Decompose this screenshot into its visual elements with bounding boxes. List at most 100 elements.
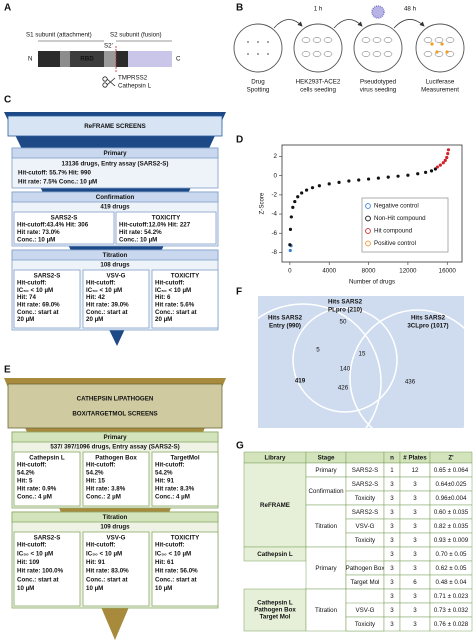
table-text: Toxicity: [355, 537, 376, 544]
stage-heading: Confirmation: [96, 194, 135, 201]
result-box: [82, 531, 150, 607]
result-line: Hit-cutoff:: [86, 280, 116, 287]
stage-subtitle: 109 drugs: [100, 524, 130, 531]
cell: [445, 51, 455, 57]
region-count: 436: [405, 379, 416, 386]
primary-line: 13136 drugs, Entry assay (SARS2-S): [62, 161, 169, 168]
result-line: Conc.: start at: [155, 576, 197, 583]
result-box: [82, 451, 150, 507]
time-label: 1 h: [314, 6, 323, 13]
result-line: Conc.: start at: [86, 309, 128, 316]
result-line: Hit-cutoff:: [17, 280, 47, 287]
result-line: Hit rate: 56.0%: [155, 568, 198, 575]
result-line: 20 µM: [155, 316, 172, 323]
spike-domain: [128, 51, 172, 67]
table-text: Target Mol: [260, 614, 291, 621]
c-terminus: C: [176, 56, 181, 63]
signal: [440, 42, 444, 46]
table-cell: [243, 462, 307, 548]
step-label: Spotting: [247, 87, 270, 94]
table-text: 12: [412, 467, 419, 474]
table-text: 3: [390, 579, 394, 586]
point: [446, 148, 451, 152]
region-count: 140: [340, 366, 351, 373]
point: [347, 179, 351, 183]
table-text: 0.76 ± 0.028: [434, 621, 469, 628]
point: [293, 199, 297, 204]
cell: [312, 51, 322, 57]
spike-domain: [38, 51, 60, 67]
panel-label: D: [236, 135, 243, 146]
stage-header: [11, 511, 219, 523]
scissors: [106, 77, 116, 87]
point: [317, 184, 321, 188]
result-box: [151, 269, 219, 329]
point: [366, 177, 371, 181]
table-text: Titration: [315, 523, 338, 530]
table-text: 0.64±0.025: [436, 481, 467, 488]
plot-frame: [281, 144, 463, 263]
arrow: [393, 19, 425, 29]
table-text: ReFRAME: [260, 502, 290, 509]
result-line: Hit rate: 69.0%: [17, 302, 60, 309]
screen-title: CATHEPSIN L/PATHOGEN: [77, 396, 154, 403]
panel-label: G: [236, 441, 244, 452]
spike-domain: [116, 51, 128, 67]
rbd-label: RBD: [80, 56, 94, 63]
set-label: PLpro (210): [328, 307, 362, 314]
table-text: VSV-G: [356, 607, 375, 614]
table-cell: [305, 588, 347, 632]
legend-label: Non-Hit compound: [374, 215, 426, 222]
stage-heading: Titration: [103, 252, 128, 259]
point: [424, 170, 428, 174]
table-text: 1: [390, 467, 394, 474]
table-text: 3: [413, 537, 417, 544]
protease: TMPRSS2: [118, 75, 148, 82]
x-tick-label: 4000: [322, 268, 336, 275]
table-text: 3: [390, 593, 394, 600]
result-line: 10 µM: [155, 585, 172, 592]
result-line: Conc.: 4 µM: [155, 494, 190, 501]
result-box: [13, 211, 115, 245]
result-heading: VSV-G: [107, 535, 126, 542]
table-text: Pathogen Box: [254, 607, 296, 614]
legend-label: Positive control: [374, 240, 416, 247]
region-count: 426: [338, 385, 349, 392]
result-line: Hit-cutoff:: [17, 462, 47, 469]
point: [443, 158, 447, 162]
table-text: 0.70 ± 0.05: [436, 551, 467, 558]
arrow: [273, 19, 303, 29]
cell: [372, 51, 382, 57]
step-label: Drug: [251, 79, 265, 86]
cell: [383, 51, 393, 57]
signal: [435, 50, 439, 54]
point: [310, 186, 315, 190]
result-heading: SARS2-S: [34, 273, 61, 280]
screen-title: BOX/TARGETMOL SCREENS: [72, 411, 157, 418]
x-tick-label: 12000: [399, 268, 417, 275]
virus: [371, 5, 385, 19]
result-line: Hit rate: 83.0%: [86, 568, 129, 575]
legend-box: [361, 197, 449, 253]
result-line: Conc.: 4 µM: [17, 494, 52, 501]
s2-label: S2 subunit (fusion): [110, 32, 162, 39]
result-heading: VSV-G: [107, 273, 126, 280]
y-tick-label: 0: [274, 172, 278, 179]
result-box: [151, 531, 219, 607]
point: [327, 182, 331, 186]
table-text: 3: [390, 607, 394, 614]
result-line: Hit-cutoff:: [155, 462, 185, 469]
step-label: HEK293T-ACE2: [296, 79, 341, 86]
result-heading: SARS2-S: [51, 215, 78, 222]
result-heading: Pathogen Box: [95, 455, 137, 462]
region-count: 5: [316, 347, 320, 354]
table-text: 0.93 ± 0.009: [434, 537, 469, 544]
table-text: SARS2-S: [352, 509, 378, 516]
legend-marker: [365, 203, 371, 209]
result-line: 54.2%: [155, 470, 173, 477]
table-text: 3: [390, 621, 394, 628]
stage-header: [11, 147, 219, 159]
result-line: Hit rate: 0.9%: [17, 486, 57, 493]
result-line: Hit: 6: [155, 294, 171, 301]
